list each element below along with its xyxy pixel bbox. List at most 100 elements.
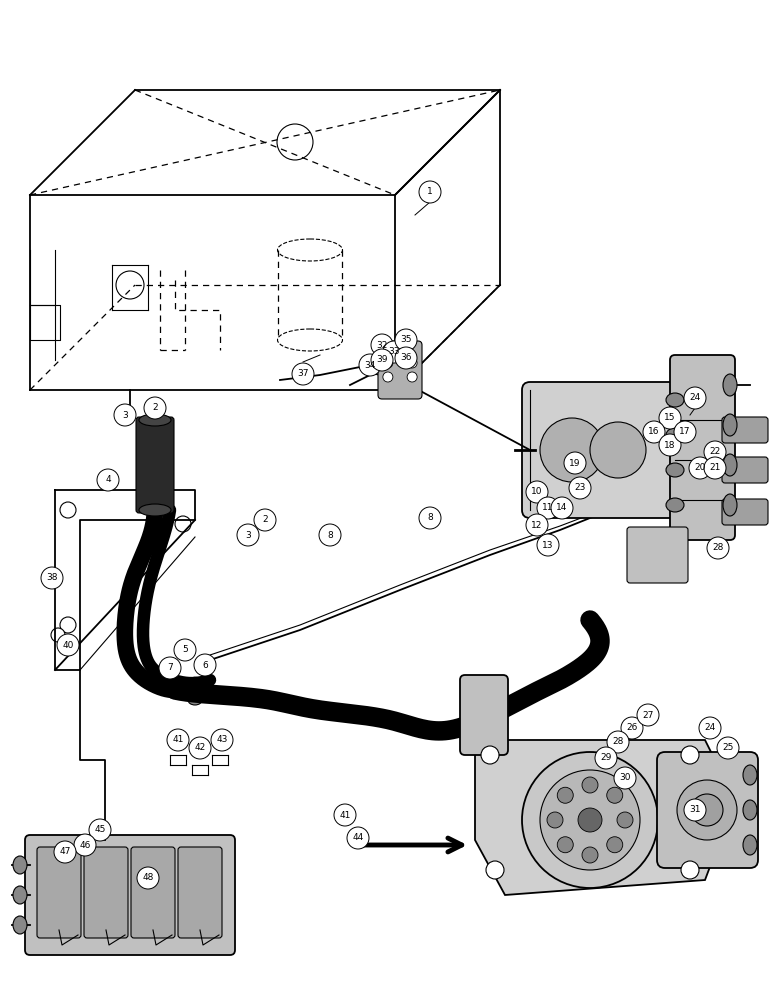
Text: 8: 8 <box>427 514 433 522</box>
Circle shape <box>407 358 417 368</box>
Circle shape <box>60 502 76 518</box>
Text: 15: 15 <box>664 414 676 422</box>
Circle shape <box>407 372 417 382</box>
Circle shape <box>540 418 604 482</box>
FancyBboxPatch shape <box>627 527 688 583</box>
Text: 2: 2 <box>262 516 268 524</box>
Text: 3: 3 <box>245 530 251 540</box>
Text: 27: 27 <box>642 710 654 720</box>
Circle shape <box>621 717 643 739</box>
Circle shape <box>419 507 441 529</box>
FancyBboxPatch shape <box>657 752 758 868</box>
Circle shape <box>41 567 63 589</box>
Ellipse shape <box>203 690 217 700</box>
Text: 43: 43 <box>216 736 228 744</box>
Circle shape <box>395 347 417 369</box>
Text: 7: 7 <box>167 664 173 672</box>
FancyBboxPatch shape <box>722 457 768 483</box>
Ellipse shape <box>13 886 27 904</box>
Text: 42: 42 <box>195 744 205 752</box>
Circle shape <box>526 514 548 536</box>
Text: 11: 11 <box>542 504 554 512</box>
Ellipse shape <box>51 628 65 642</box>
Circle shape <box>60 617 76 633</box>
Text: 21: 21 <box>709 464 721 473</box>
Circle shape <box>547 812 563 828</box>
Circle shape <box>707 537 729 559</box>
Text: 22: 22 <box>709 448 720 456</box>
Circle shape <box>659 407 681 429</box>
Text: 8: 8 <box>327 530 333 540</box>
Text: 23: 23 <box>574 484 586 492</box>
Circle shape <box>347 827 369 849</box>
Circle shape <box>711 796 729 814</box>
Circle shape <box>526 481 548 503</box>
Circle shape <box>681 746 699 764</box>
Text: 37: 37 <box>297 369 309 378</box>
Circle shape <box>486 861 504 879</box>
FancyBboxPatch shape <box>378 341 422 399</box>
FancyBboxPatch shape <box>722 417 768 443</box>
Ellipse shape <box>13 916 27 934</box>
FancyBboxPatch shape <box>131 847 175 938</box>
Text: 13: 13 <box>542 540 554 550</box>
Text: 10: 10 <box>531 488 543 496</box>
Text: 38: 38 <box>46 574 58 582</box>
Text: 30: 30 <box>619 774 631 782</box>
Ellipse shape <box>13 856 27 874</box>
Ellipse shape <box>666 428 684 442</box>
Circle shape <box>277 124 313 160</box>
Circle shape <box>614 767 636 789</box>
Circle shape <box>564 452 586 474</box>
Text: 31: 31 <box>689 806 701 814</box>
Ellipse shape <box>723 494 737 516</box>
Circle shape <box>704 441 726 463</box>
Text: 14: 14 <box>557 504 567 512</box>
Text: 44: 44 <box>352 834 364 842</box>
Circle shape <box>578 808 602 832</box>
Circle shape <box>395 329 417 351</box>
Ellipse shape <box>723 374 737 396</box>
Text: 28: 28 <box>612 738 624 746</box>
Circle shape <box>557 787 574 803</box>
FancyBboxPatch shape <box>37 847 81 938</box>
Text: 40: 40 <box>63 641 73 650</box>
Circle shape <box>159 657 181 679</box>
Text: 19: 19 <box>569 458 581 468</box>
Text: 34: 34 <box>364 360 376 369</box>
Ellipse shape <box>666 498 684 512</box>
Circle shape <box>371 334 393 356</box>
Text: 20: 20 <box>694 464 706 473</box>
Circle shape <box>551 497 573 519</box>
Text: 16: 16 <box>648 428 660 436</box>
FancyBboxPatch shape <box>136 417 174 513</box>
Text: 24: 24 <box>689 393 701 402</box>
Text: 28: 28 <box>713 544 723 552</box>
Text: 48: 48 <box>142 874 154 882</box>
Circle shape <box>684 799 706 821</box>
Text: 26: 26 <box>626 724 638 732</box>
Text: 5: 5 <box>182 646 188 654</box>
FancyBboxPatch shape <box>670 355 735 540</box>
Circle shape <box>116 271 144 299</box>
Text: 41: 41 <box>340 810 350 820</box>
FancyBboxPatch shape <box>25 835 235 955</box>
Circle shape <box>89 819 111 841</box>
Text: 12: 12 <box>531 520 543 530</box>
Circle shape <box>637 704 659 726</box>
Ellipse shape <box>743 800 757 820</box>
Circle shape <box>254 509 276 531</box>
Circle shape <box>114 404 136 426</box>
Circle shape <box>175 516 191 532</box>
Circle shape <box>419 181 441 203</box>
Ellipse shape <box>171 685 185 695</box>
Circle shape <box>607 837 623 853</box>
FancyBboxPatch shape <box>722 499 768 525</box>
Circle shape <box>54 841 76 863</box>
Text: 32: 32 <box>376 340 388 350</box>
Circle shape <box>643 421 665 443</box>
Circle shape <box>97 469 119 491</box>
Ellipse shape <box>666 393 684 407</box>
Circle shape <box>691 794 723 826</box>
Circle shape <box>74 834 96 856</box>
